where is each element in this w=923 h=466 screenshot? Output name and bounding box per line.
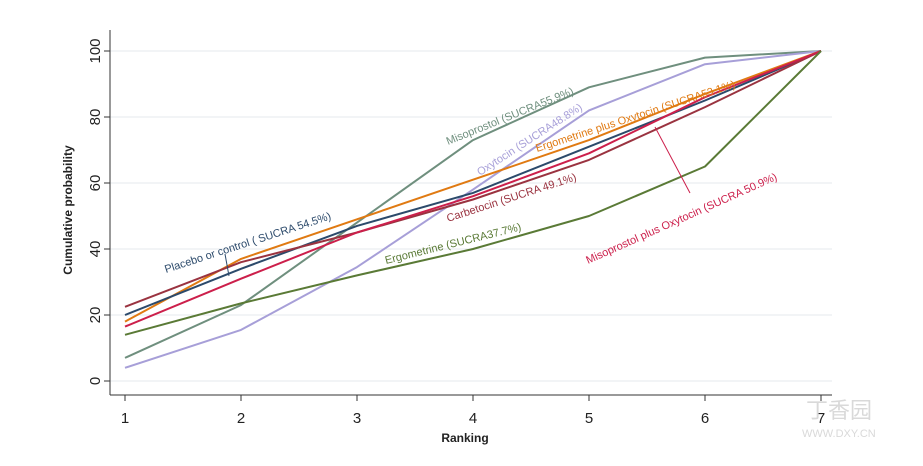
series-line-6 — [124, 50, 822, 336]
x-tick-label-2: 2 — [237, 410, 245, 427]
series-line-1 — [124, 50, 822, 369]
series-label-pointer-5 — [654, 126, 691, 194]
y-tick-label-60: 60 — [87, 175, 104, 192]
y-axis-title: Cumulative probability — [61, 145, 75, 275]
x-tick-label-4: 4 — [469, 410, 477, 427]
series-layer — [124, 50, 822, 369]
watermark-brand: 丁香园 — [806, 398, 872, 423]
series-line-4 — [124, 50, 822, 308]
y-tick-label-20: 20 — [87, 307, 104, 324]
y-tick-label-80: 80 — [87, 109, 104, 126]
series-line-5 — [124, 50, 822, 328]
series-label-6: Ergometrine (SUCRA37.7%) — [384, 221, 523, 267]
series-label-5: Misoprostol plus Oxytocin (SUCRA 50.9%) — [584, 171, 779, 267]
y-tick-label-0: 0 — [87, 377, 104, 385]
series-label-pointer-3 — [224, 253, 230, 277]
y-tick-label-100: 100 — [87, 38, 104, 63]
x-tick-label-3: 3 — [353, 410, 361, 427]
x-tick-label-7: 7 — [817, 410, 825, 427]
axes-layer: 0 20 40 60 80 100 1 2 3 4 5 6 7 — [87, 30, 832, 427]
watermark-url: WWW.DXY.CN — [802, 428, 876, 440]
x-tick-label-1: 1 — [121, 410, 129, 427]
y-tick-label-40: 40 — [87, 241, 104, 258]
x-axis-title: Ranking — [441, 431, 488, 445]
x-tick-label-5: 5 — [585, 410, 593, 427]
series-line-0 — [124, 50, 822, 359]
x-tick-label-6: 6 — [701, 410, 709, 427]
series-line-3 — [124, 50, 822, 316]
series-line-2 — [124, 50, 822, 323]
